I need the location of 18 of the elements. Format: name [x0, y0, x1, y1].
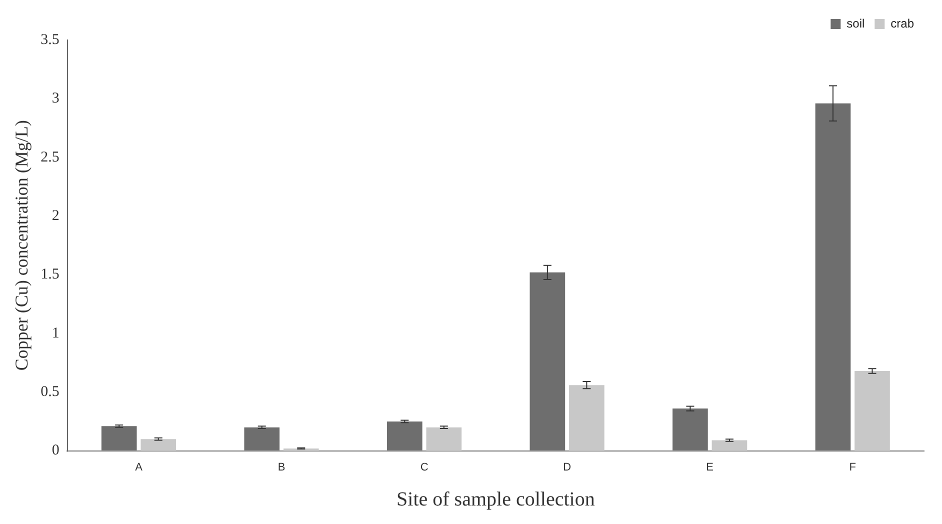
legend-label: soil: [846, 16, 865, 30]
y-tick-label: 0.5: [40, 384, 60, 400]
y-tick-label: 0: [52, 442, 60, 459]
y-tick-label: 2: [52, 208, 60, 224]
y-tick-label: 3: [52, 90, 60, 107]
x-axis-title: Site of sample collection: [396, 488, 595, 510]
y-tick-label: 2.5: [40, 149, 60, 166]
x-tick-label: D: [563, 461, 572, 474]
x-tick-label: F: [849, 461, 856, 474]
legend-label: crab: [890, 16, 914, 30]
y-tick-label: 1: [52, 325, 60, 342]
x-tick-label: C: [420, 461, 428, 474]
y-tick-label: 1.5: [40, 266, 60, 283]
x-tick-label: A: [135, 461, 144, 474]
y-tick-label: 3.5: [40, 32, 60, 48]
x-tick-label: B: [278, 461, 286, 474]
y-axis-title: Copper (Cu) concentration (Mg/L): [12, 120, 32, 371]
x-tick-label: E: [706, 461, 714, 474]
